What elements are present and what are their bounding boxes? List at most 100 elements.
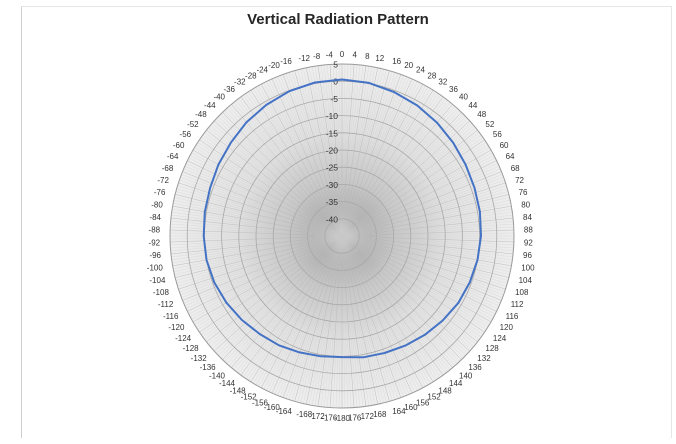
angle-tick-label: 56 — [493, 130, 502, 139]
angle-tick-label: -132 — [191, 354, 208, 363]
radial-tick-label: -10 — [326, 111, 339, 121]
angle-tick-label: 108 — [515, 288, 529, 297]
angle-tick-label: -140 — [209, 371, 226, 380]
angle-tick-label: -120 — [168, 323, 185, 332]
radial-tick-label: -15 — [326, 128, 339, 138]
angle-tick-label: 32 — [438, 78, 447, 87]
angle-tick-label: 68 — [511, 164, 520, 173]
angle-tick-label: -152 — [241, 393, 258, 402]
radial-gridline — [238, 132, 446, 340]
angle-tick-label: 144 — [449, 379, 463, 388]
angle-tick-label: 92 — [524, 238, 533, 247]
radial-tick-label: -20 — [326, 146, 339, 156]
radial-gridline — [255, 149, 429, 323]
angle-tick-label: 120 — [500, 323, 514, 332]
angle-tick-label: 76 — [519, 188, 528, 197]
angle-tick-label: 172 — [361, 412, 375, 421]
angle-tick-label: 148 — [438, 386, 452, 395]
frame-border-top — [21, 6, 672, 7]
angle-tick-label: 12 — [375, 54, 384, 63]
outer-ring — [169, 63, 515, 409]
angle-tick-label: -116 — [163, 312, 179, 321]
angle-tick-labels: 0 4 8 12 16 202428323640444852566064687276808… — [147, 50, 535, 423]
radial-gridlines — [186, 80, 498, 392]
angle-tick-label: 112 — [511, 300, 524, 309]
angle-tick-label: 140 — [459, 371, 473, 380]
angle-tick-label: -44 — [204, 101, 216, 110]
angle-tick-label: -32 — [234, 78, 246, 87]
angle-tick-label: -156 — [252, 398, 269, 407]
series-line — [202, 78, 482, 359]
radial-tick-label: -35 — [326, 197, 339, 207]
angle-tick-label: 160 — [404, 403, 418, 412]
angle-tick-label: -28 — [245, 71, 257, 80]
angle-tick-label: -16 — [280, 57, 292, 66]
angle-tick-label: 4 — [352, 50, 357, 59]
chart-title: Vertical Radiation Pattern — [247, 11, 429, 28]
angle-tick-label: -148 — [230, 386, 247, 395]
radial-gridline — [272, 166, 412, 306]
radial-gridline — [186, 80, 498, 392]
angle-tick-label: -80 — [151, 200, 163, 209]
angle-tick-label: -164 — [276, 407, 293, 416]
radial-tick-label: -30 — [326, 180, 339, 190]
angle-tick-label: 168 — [373, 410, 387, 419]
angle-tick-label: -128 — [183, 344, 200, 353]
angle-tick-label: -176 — [321, 414, 338, 423]
angle-tick-label: 64 — [506, 152, 515, 161]
angle-tick-label: -36 — [223, 85, 235, 94]
angle-tick-label: -136 — [200, 363, 217, 372]
angle-tick-label: 136 — [468, 363, 482, 372]
angle-tick-label: -180 — [334, 414, 351, 423]
radial-gridline — [307, 201, 377, 271]
angle-tick-label: 20 — [404, 61, 413, 70]
angle-tick-label: 28 — [427, 71, 436, 80]
angle-tick-label: -56 — [180, 130, 192, 139]
angle-tick-label: -40 — [213, 93, 225, 102]
angle-tick-label: -68 — [162, 164, 174, 173]
angle-tick-label: 88 — [524, 226, 533, 235]
angle-tick-label: 164 — [392, 407, 406, 416]
angle-tick-label: 104 — [519, 276, 533, 285]
radial-gridline — [324, 218, 360, 254]
angle-tick-label: 124 — [493, 334, 507, 343]
angle-tick-label: 96 — [523, 251, 532, 260]
angle-tick-label: -84 — [149, 213, 161, 222]
angle-tick-label: 128 — [485, 344, 499, 353]
angle-tick-label: 84 — [523, 213, 532, 222]
angle-tick-label: -104 — [149, 276, 166, 285]
frame-border-right — [671, 6, 672, 438]
angle-tick-label: -88 — [149, 226, 161, 235]
angle-tick-label: -52 — [187, 120, 199, 129]
angle-tick-label: 176 — [348, 414, 362, 423]
angle-tick-label: 132 — [477, 354, 491, 363]
angle-tick-label: -4 — [326, 50, 334, 59]
angle-tick-label: 60 — [500, 141, 509, 150]
angle-tick-label: 156 — [416, 398, 430, 407]
frame-border-left — [21, 6, 22, 438]
outer-circle — [169, 63, 515, 409]
angle-tick-label: -108 — [153, 288, 170, 297]
angle-tick-label: -20 — [268, 61, 280, 70]
angle-tick-label: 44 — [468, 101, 477, 110]
angle-tick-label: -124 — [175, 334, 192, 343]
angle-tick-label: 80 — [521, 200, 530, 209]
angle-tick-label: 152 — [427, 393, 441, 402]
angle-tick-label: -76 — [154, 188, 166, 197]
radial-tick-label: 0 — [333, 77, 338, 87]
angle-tick-label: -168 — [296, 410, 313, 419]
angle-tick-label: -96 — [149, 251, 161, 260]
angle-tick-label: 72 — [515, 176, 524, 185]
angle-tick-label: -92 — [149, 238, 161, 247]
radial-tick-label: -5 — [330, 94, 338, 104]
angle-tick-label: 100 — [521, 264, 535, 273]
series-group — [202, 78, 482, 359]
angle-tick-label: 8 — [365, 52, 370, 61]
radial-tick-label: 5 — [333, 60, 338, 70]
radial-tick-label: -40 — [326, 214, 339, 224]
angle-tick-label: 116 — [506, 312, 519, 321]
angle-tick-label: -64 — [167, 152, 179, 161]
angle-tick-label: -72 — [157, 176, 169, 185]
angle-tick-label: -60 — [173, 141, 185, 150]
